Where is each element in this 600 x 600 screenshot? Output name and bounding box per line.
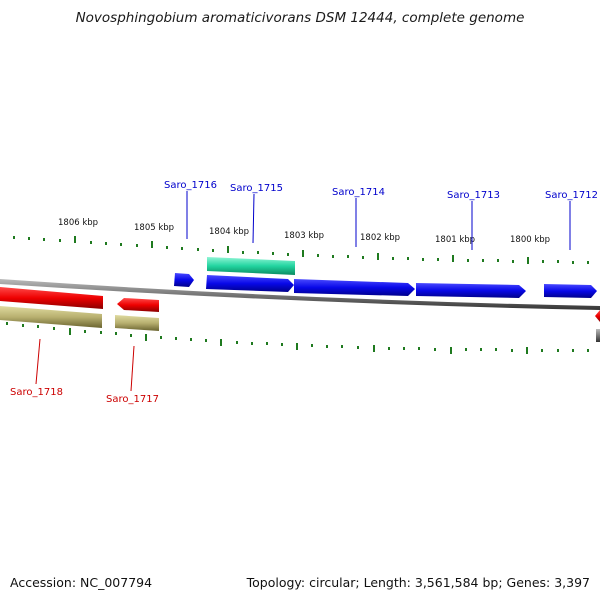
map-title: Novosphingobium aromaticivorans DSM 1244… [75,10,525,26]
gene-arrow-saro-1713[interactable] [416,283,526,298]
gene-arrow-offscreen-reverse[interactable] [595,310,600,322]
upper-scale-ticks [13,236,589,264]
genome-summary: Topology: circular; Length: 3,561,584 bp… [246,575,590,590]
gene-label-saro-1718[interactable]: Saro_1718 [10,387,63,398]
feature-band-grey[interactable] [596,329,600,342]
gene-arrow-saro-1714[interactable] [294,279,415,296]
gene-label-saro-1716[interactable]: Saro_1716 [164,180,217,191]
scale-label: 1803 kbp [284,231,324,241]
gene-arrow-saro-1716[interactable] [174,273,194,287]
gene-label-leader [130,345,135,392]
scale-label: 1806 kbp [58,218,98,228]
gene-arrow-saro-1717[interactable] [117,298,159,312]
scale-label: 1800 kbp [510,235,550,245]
gene-label-saro-1717[interactable]: Saro_1717 [106,394,159,405]
feature-band-olive[interactable] [115,315,159,331]
lower-scale-ticks [6,322,589,354]
gene-arrow-saro-1718[interactable] [0,287,103,309]
gene-label-saro-1712[interactable]: Saro_1712 [545,190,598,201]
feature-band-olive[interactable] [0,306,102,328]
scale-label: 1801 kbp [435,235,475,245]
gene-arrow-saro-1715[interactable] [206,275,294,292]
gene-label-saro-1714[interactable]: Saro_1714 [332,187,385,198]
gene-arrow-saro-1712[interactable] [544,284,597,298]
gene-label-leader [35,338,41,385]
gene-label-saro-1713[interactable]: Saro_1713 [447,190,500,201]
scale-label: 1804 kbp [209,227,249,237]
genome-backbone [0,279,600,310]
scale-label: 1802 kbp [360,233,400,243]
scale-label: 1805 kbp [134,223,174,233]
gene-label-leader [252,193,255,244]
gene-label-saro-1715[interactable]: Saro_1715 [230,183,283,194]
accession-text: Accession: NC_007794 [10,575,153,590]
feature-band-teal[interactable] [207,257,295,275]
